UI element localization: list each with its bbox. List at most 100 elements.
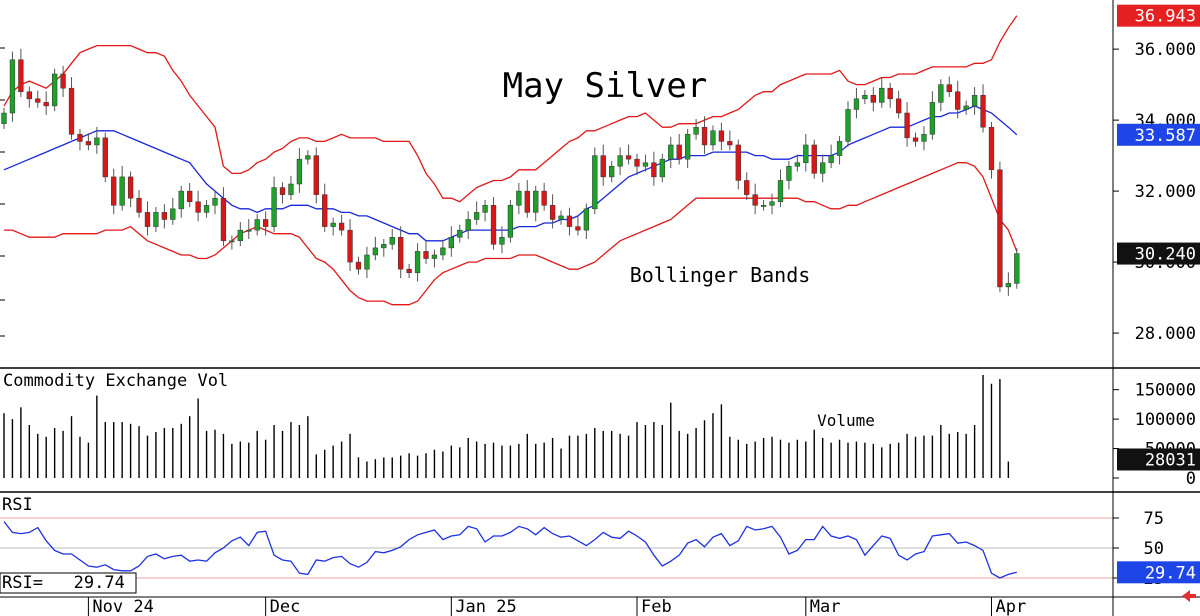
candle-up: [862, 89, 868, 105]
candle-body: [744, 180, 750, 195]
candle-body: [195, 201, 201, 213]
candle-body: [237, 229, 243, 242]
candle-up: [431, 249, 438, 268]
candle-body: [423, 251, 429, 259]
candle-body: [68, 87, 75, 135]
candle-down: [127, 171, 134, 208]
candle-up: [499, 226, 505, 254]
candle-up: [414, 243, 421, 282]
middle-band-value-label-box: [1117, 123, 1200, 146]
candle-down: [279, 182, 286, 204]
candle-up: [9, 51, 16, 122]
candle-body: [499, 236, 505, 245]
lower-bollinger-band: [4, 162, 1018, 306]
candle-body: [35, 98, 41, 103]
candle-body: [566, 215, 573, 227]
last-price-label-box: [1117, 242, 1200, 265]
candle-body: [18, 59, 24, 92]
candle-body: [769, 201, 775, 206]
candle-down: [18, 48, 24, 98]
volume-panel: [3, 374, 1010, 478]
candle-body: [710, 130, 716, 146]
candle-body: [178, 190, 184, 210]
candle-body: [51, 73, 58, 107]
rsi-panel-label: RSI: [2, 495, 33, 515]
candle-down: [195, 190, 201, 222]
candle-body: [398, 236, 404, 270]
candle-down: [347, 219, 353, 271]
candle-up: [617, 147, 623, 176]
candle-down: [600, 144, 606, 186]
candle-down: [895, 90, 902, 119]
candle-body: [119, 176, 125, 206]
candle-down: [727, 130, 733, 151]
last-price-label: 30.240: [1117, 242, 1200, 265]
candle-up: [592, 147, 598, 215]
candle-down: [980, 84, 986, 133]
last-volume-label-text: 28031: [1145, 450, 1196, 470]
candle-body: [971, 95, 978, 107]
candle-body: [524, 190, 530, 213]
rsi-panel: [0, 517, 1113, 579]
candle-down: [870, 87, 876, 112]
candle-body: [862, 95, 868, 100]
candle-up: [94, 126, 100, 154]
rsi-tick-label: 50: [1144, 539, 1164, 559]
scroll-arrow-icon[interactable]: [1182, 590, 1196, 602]
candle-down: [997, 161, 1003, 293]
upper-band-value-label-text: 36.943: [1135, 7, 1196, 27]
candle-down: [102, 132, 108, 183]
candle-body: [718, 130, 725, 142]
price-tick-label: 28.000: [1135, 324, 1196, 344]
candle-body: [600, 155, 606, 178]
candle-body: [507, 205, 514, 238]
candle-body: [760, 205, 767, 207]
candle-body: [997, 169, 1003, 288]
candle-body: [625, 155, 632, 160]
candle-up: [929, 91, 936, 140]
candle-body: [322, 194, 328, 227]
candle-down: [220, 187, 227, 247]
candle-body: [794, 162, 801, 167]
candle-down: [625, 144, 632, 165]
candle-down: [634, 153, 640, 176]
candle-body: [668, 144, 674, 160]
candle-body: [161, 212, 168, 220]
rsi-tick-label: 75: [1144, 509, 1164, 529]
volume-tick-label: 0: [1186, 469, 1196, 489]
candle-down: [955, 80, 961, 119]
candle-body: [955, 91, 961, 110]
candle-body: [355, 261, 362, 270]
candle-body: [203, 205, 210, 213]
candle-up: [212, 190, 218, 215]
candle-up: [786, 160, 792, 190]
candle-body: [752, 194, 758, 206]
candle-down: [262, 211, 269, 236]
candle-body: [693, 126, 699, 135]
candle-body: [254, 219, 260, 231]
candle-body: [102, 137, 108, 178]
candle-down: [313, 147, 319, 204]
candle-body: [271, 187, 277, 227]
candle-up: [1005, 272, 1012, 296]
candle-body: [549, 205, 556, 220]
candle-up: [119, 165, 125, 211]
candle-body: [9, 59, 16, 114]
candle-up: [153, 207, 159, 232]
candle-up: [769, 193, 775, 215]
candle-body: [85, 141, 92, 146]
candle-up: [693, 119, 699, 140]
candle-body: [879, 87, 885, 103]
time-tick-label: Dec: [270, 597, 301, 616]
candle-up: [482, 199, 488, 222]
candle-down: [43, 91, 49, 115]
candle-up: [583, 203, 590, 240]
rsi-line: [3, 521, 1017, 579]
candle-body: [735, 144, 741, 181]
candle-body: [153, 212, 159, 227]
candle-up: [794, 154, 801, 172]
candle-body: [811, 144, 817, 174]
last-volume-label: 28031: [1117, 448, 1200, 471]
candle-up: [364, 246, 370, 279]
candle-up: [246, 219, 252, 240]
